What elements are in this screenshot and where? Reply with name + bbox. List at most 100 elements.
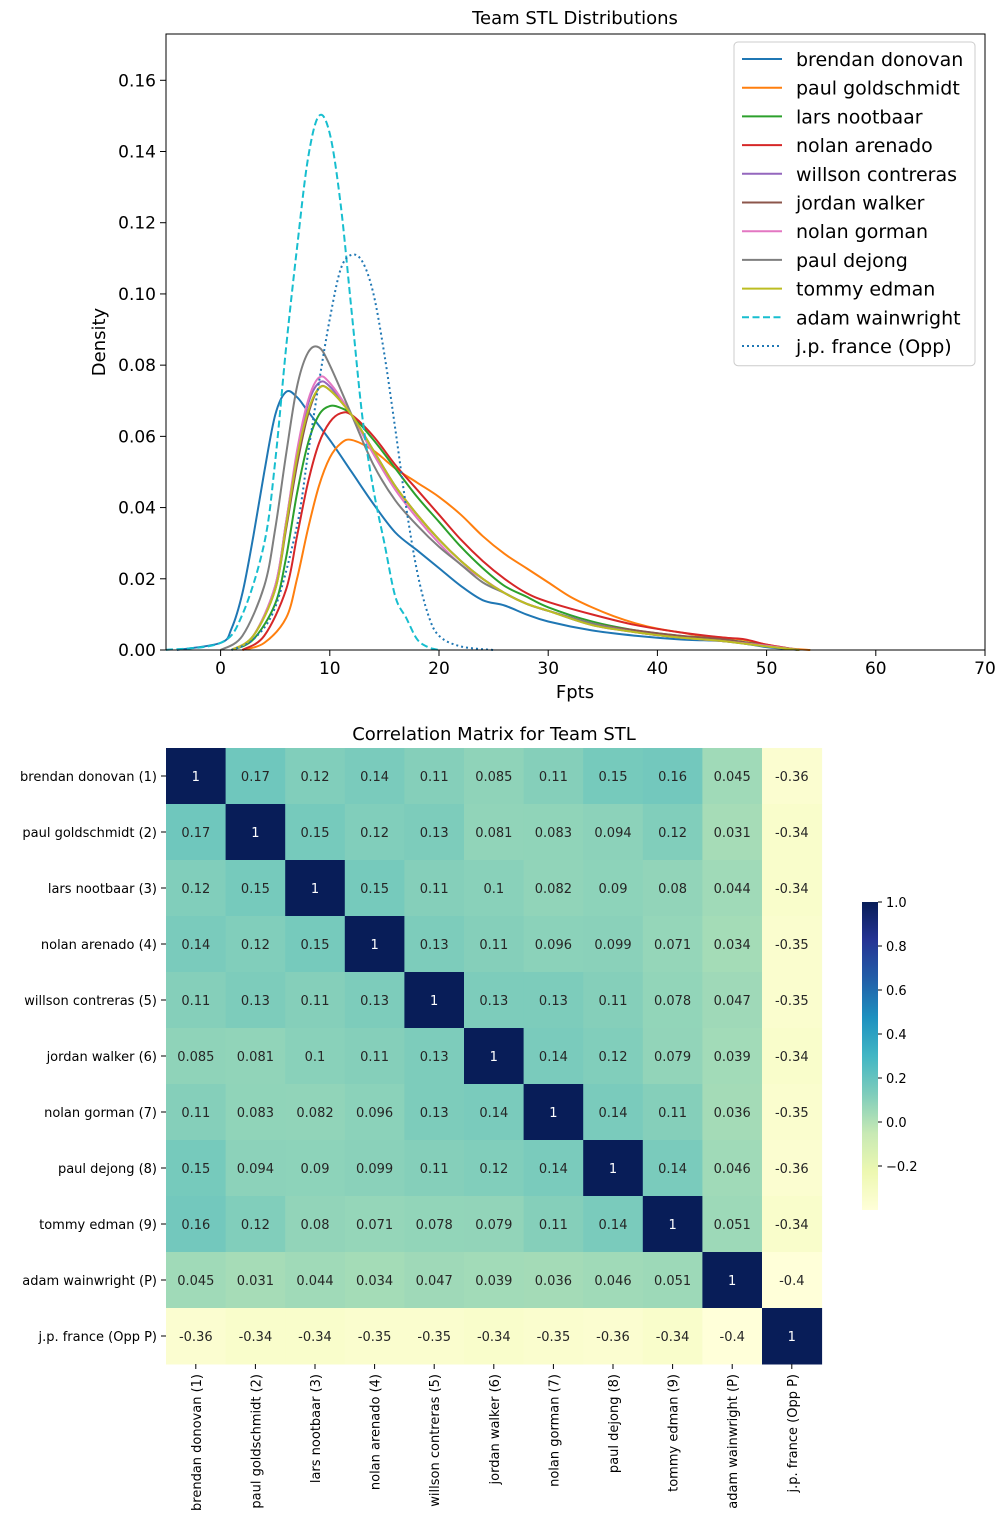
heatmap-cell bbox=[285, 1196, 346, 1253]
heatmap-cell bbox=[642, 1196, 703, 1253]
heatmap-cell bbox=[285, 1084, 346, 1141]
heatmap-cell bbox=[166, 1252, 227, 1309]
kde-ytick-label: 0.12 bbox=[118, 214, 156, 234]
heatmap-cell bbox=[762, 916, 823, 973]
kde-legend-label: paul goldschmidt bbox=[796, 78, 960, 100]
heatmap-cell bbox=[225, 804, 286, 861]
heatmap-cell bbox=[225, 1028, 286, 1085]
heatmap-cell bbox=[642, 1084, 703, 1141]
heatmap-cell-value: 0.14 bbox=[599, 1218, 628, 1233]
kde-legend-frame bbox=[733, 41, 976, 367]
heatmap-cell bbox=[225, 1196, 286, 1253]
heatmap-cell bbox=[762, 1196, 823, 1253]
heatmap-cell bbox=[583, 1084, 644, 1141]
heatmap-cell-value: -0.4 bbox=[779, 1274, 804, 1289]
heatmap-cell-value: 0.036 bbox=[535, 1274, 572, 1289]
heatmap-cell bbox=[404, 1140, 465, 1197]
heatmap-cell bbox=[285, 1028, 346, 1085]
kde-series-line bbox=[165, 113, 440, 651]
kde-legend-label: adam wainwright bbox=[796, 307, 961, 329]
heatmap-cell-value: 1 bbox=[549, 1106, 557, 1121]
kde-legend-label: lars nootbaar bbox=[796, 106, 923, 128]
colorbar-tick-label: 0.4 bbox=[886, 1028, 907, 1043]
kde-legend-label: brendan donovan bbox=[796, 49, 963, 71]
heatmap-cell bbox=[762, 748, 823, 805]
heatmap-cell bbox=[344, 1140, 405, 1197]
heatmap-cell bbox=[583, 1252, 644, 1309]
heatmap-cell bbox=[523, 1084, 584, 1141]
heatmap-cell bbox=[702, 1140, 763, 1197]
heatmap-cell-value: 0.13 bbox=[420, 826, 449, 841]
kde-ytick-label: 0.04 bbox=[118, 499, 156, 519]
heatmap-cell bbox=[642, 1308, 703, 1365]
heatmap-cell-value: 0.11 bbox=[420, 882, 449, 897]
heatmap-cell-value: 0.12 bbox=[360, 826, 389, 841]
heatmap-ytick-label: jordan walker (6) bbox=[46, 1050, 157, 1065]
heatmap-ytick-label: tommy edman (9) bbox=[39, 1218, 157, 1233]
heatmap-cell-value: 0.11 bbox=[420, 770, 449, 785]
kde-xlabel: Fpts bbox=[556, 682, 594, 703]
heatmap-cell bbox=[225, 916, 286, 973]
heatmap-cell-value: 0.14 bbox=[539, 1162, 568, 1177]
heatmap-cell bbox=[583, 1196, 644, 1253]
heatmap-cell bbox=[464, 860, 525, 917]
heatmap-cell bbox=[523, 860, 584, 917]
heatmap-xtick-label: tommy edman (9) bbox=[667, 1374, 682, 1492]
heatmap-cell bbox=[642, 1140, 703, 1197]
colorbar-tick-label: 0.6 bbox=[886, 984, 907, 999]
heatmap-cell-value: -0.36 bbox=[179, 1330, 213, 1345]
heatmap-cell-value: 0.11 bbox=[539, 770, 568, 785]
colorbar-tick-label: 0.8 bbox=[886, 940, 907, 955]
heatmap-cell bbox=[404, 804, 465, 861]
heatmap-cell-value: 0.12 bbox=[241, 938, 270, 953]
heatmap-cell-value: 0.051 bbox=[714, 1218, 751, 1233]
heatmap-cell bbox=[702, 804, 763, 861]
heatmap-cell-value: 0.044 bbox=[296, 1274, 333, 1289]
heatmap-xtick-label: nolan gorman (7) bbox=[547, 1374, 562, 1487]
heatmap-cell-value: 0.14 bbox=[539, 1050, 568, 1065]
heatmap-colorbar: −0.2 0.0 0.2 0.4 0.6 0.8 1.0 bbox=[862, 896, 918, 1210]
heatmap-cell-value: 0.096 bbox=[356, 1106, 393, 1121]
kde-series-line bbox=[241, 411, 800, 651]
heatmap-cell-value: 1 bbox=[668, 1218, 676, 1233]
heatmap-cell bbox=[225, 1084, 286, 1141]
heatmap-cell bbox=[464, 1028, 525, 1085]
heatmap-ytick-label: paul goldschmidt (2) bbox=[22, 826, 157, 841]
heatmap-cell-value: 0.071 bbox=[654, 938, 691, 953]
kde-legend-label: jordan walker bbox=[795, 193, 925, 215]
heatmap-cell-value: 0.13 bbox=[420, 938, 449, 953]
heatmap-cell bbox=[642, 916, 703, 973]
heatmap-cell-value: 0.08 bbox=[301, 1218, 330, 1233]
heatmap-cell-value: 0.17 bbox=[181, 826, 210, 841]
kde-ytick-label: 0.06 bbox=[118, 427, 156, 447]
heatmap-cell bbox=[583, 1140, 644, 1197]
heatmap-cell bbox=[225, 1308, 286, 1365]
heatmap-cells: 1 0.17 0.12 0.14 0.11 0.085 0.11 0.15 0.16 0.045-… bbox=[166, 748, 823, 1365]
heatmap-panel: Correlation Matrix for Team STL 1 0.17 0.1… bbox=[20, 724, 918, 1511]
heatmap-cell-value: 0.14 bbox=[658, 1162, 687, 1177]
kde-series-line bbox=[230, 385, 800, 651]
heatmap-cell-value: 0.083 bbox=[535, 826, 572, 841]
heatmap-cell bbox=[762, 1252, 823, 1309]
heatmap-cell-value: 0.046 bbox=[594, 1274, 631, 1289]
heatmap-ytick-label: adam wainwright (P) bbox=[22, 1274, 157, 1289]
colorbar-tick-label: −0.2 bbox=[886, 1160, 918, 1175]
colorbar-tick-label: 1.0 bbox=[886, 896, 907, 911]
kde-legend-label: nolan arenado bbox=[796, 135, 933, 157]
heatmap-cell bbox=[523, 1196, 584, 1253]
heatmap-cell bbox=[762, 1140, 823, 1197]
heatmap-cell bbox=[404, 748, 465, 805]
heatmap-cell-value: 0.11 bbox=[599, 994, 628, 1009]
heatmap-cell bbox=[523, 804, 584, 861]
kde-xtick-label: 10 bbox=[319, 659, 341, 679]
heatmap-cell bbox=[702, 1084, 763, 1141]
heatmap-cell-value: -0.35 bbox=[417, 1330, 451, 1345]
heatmap-cell-value: -0.4 bbox=[720, 1330, 745, 1345]
heatmap-cell bbox=[285, 748, 346, 805]
heatmap-cell bbox=[642, 1252, 703, 1309]
heatmap-cell bbox=[344, 1084, 405, 1141]
heatmap-cell bbox=[523, 1028, 584, 1085]
heatmap-cell bbox=[702, 860, 763, 917]
kde-xtick-label: 30 bbox=[537, 659, 559, 679]
heatmap-cell-value: 0.12 bbox=[241, 1218, 270, 1233]
